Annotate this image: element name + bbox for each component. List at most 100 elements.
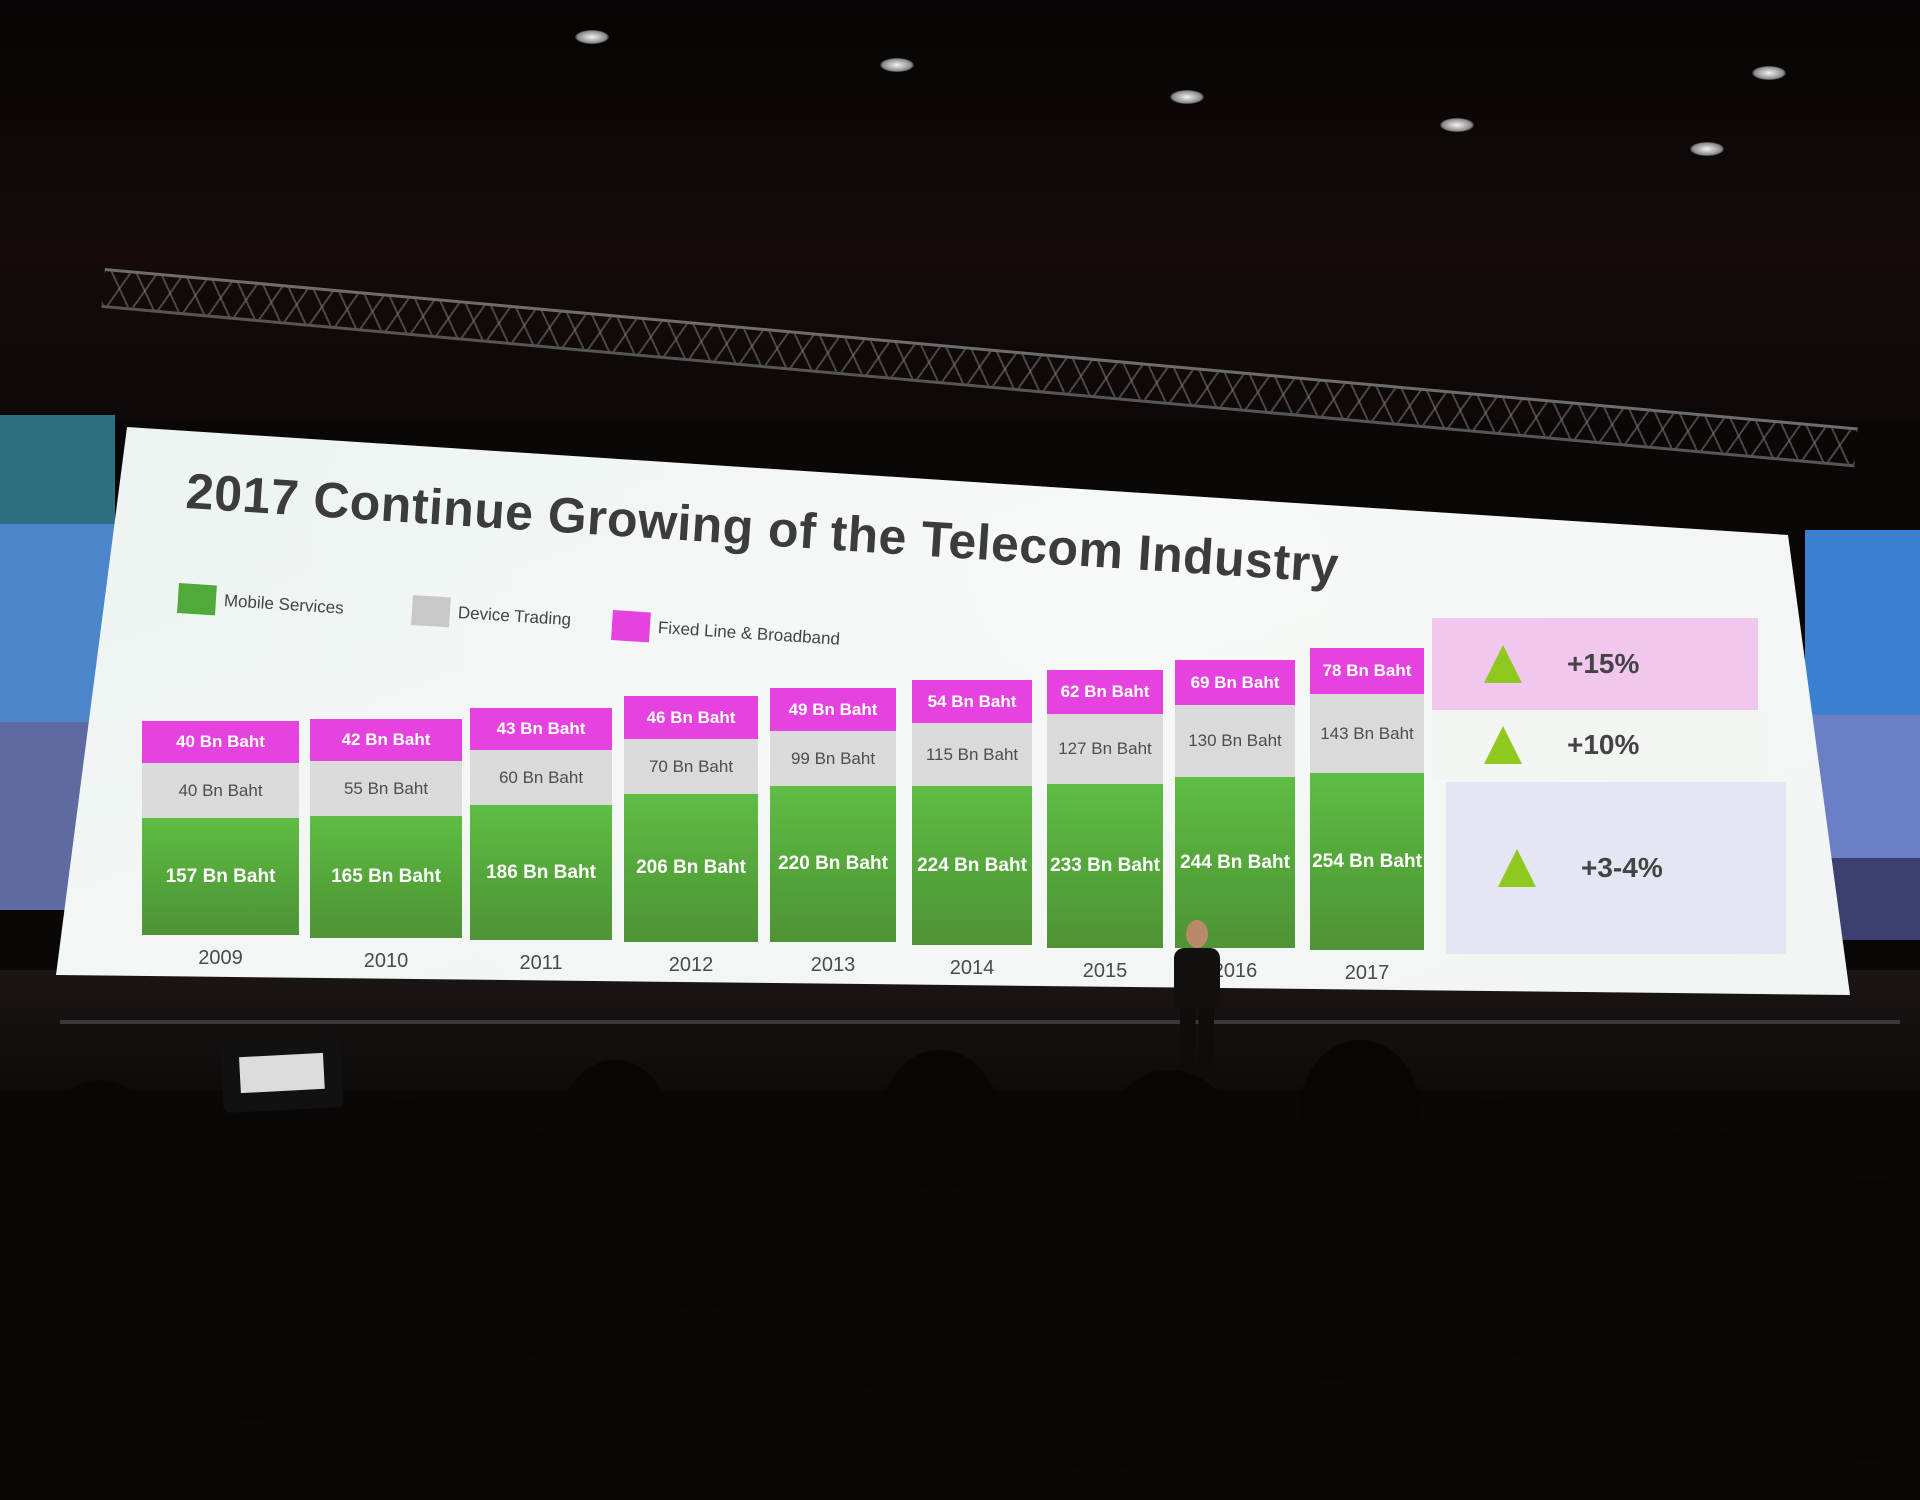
data-label: 78 Bn Baht	[1322, 661, 1412, 680]
ceiling-light	[1752, 66, 1786, 80]
bar-stack-2010: 42 Bn Baht 55 Bn Baht 165 Bn Baht	[310, 719, 462, 938]
bar-mobile-services: 254 Bn Baht	[1310, 773, 1424, 950]
data-label: 220 Bn Baht	[778, 853, 888, 874]
bar-stack-2015: 62 Bn Baht 127 Bn Baht 233 Bn Baht	[1047, 670, 1163, 948]
audience-member	[330, 1100, 480, 1290]
phone-display	[239, 1052, 325, 1094]
data-label: 186 Bn Baht	[486, 861, 596, 883]
data-label: 62 Bn Baht	[1060, 682, 1150, 701]
bar-mobile-services: 206 Bn Baht	[624, 794, 758, 942]
bar-device-trading: 127 Bn Baht	[1047, 714, 1163, 784]
x-tick-label: 2016	[1212, 960, 1258, 982]
audience-phone	[220, 1036, 344, 1114]
data-label: 42 Bn Baht	[341, 730, 431, 749]
bar-device-trading: 40 Bn Baht	[142, 763, 299, 818]
data-label: 165 Bn Baht	[331, 866, 441, 887]
ceiling-light	[880, 58, 914, 72]
x-tick-label: 2013	[810, 954, 856, 976]
up-triangle-icon	[1484, 645, 1522, 683]
data-label: 206 Bn Baht	[636, 857, 746, 878]
audience-member	[560, 1060, 670, 1190]
legend-label: Device Trading	[457, 602, 572, 630]
data-label: 127 Bn Baht	[1058, 739, 1152, 758]
audience-member	[1390, 1100, 1590, 1360]
bar-fixed-line-broadband: 46 Bn Baht	[624, 696, 758, 739]
bar-device-trading: 143 Bn Baht	[1310, 694, 1424, 773]
data-label: 244 Bn Baht	[1180, 851, 1290, 873]
bar-stack-2011: 43 Bn Baht 60 Bn Baht 186 Bn Baht	[470, 708, 612, 940]
bar-fixed-line-broadband: 40 Bn Baht	[142, 721, 299, 763]
legend-swatch	[611, 610, 651, 643]
data-label: 70 Bn Baht	[648, 756, 734, 776]
venue-backdrop	[0, 0, 1920, 1090]
x-tick-label: 2009	[198, 947, 243, 969]
bar-device-trading: 55 Bn Baht	[310, 761, 462, 816]
bar-device-trading: 115 Bn Baht	[912, 723, 1032, 786]
data-label: 54 Bn Baht	[927, 691, 1017, 711]
bar-fixed-line-broadband: 69 Bn Baht	[1175, 660, 1295, 705]
data-label: 224 Bn Baht	[917, 854, 1027, 876]
x-tick-label: 2011	[519, 952, 563, 974]
bar-mobile-services: 244 Bn Baht	[1175, 777, 1295, 948]
bar-mobile-services: 233 Bn Baht	[1047, 784, 1163, 948]
ceiling-light	[1440, 118, 1474, 132]
bar-fixed-line-broadband: 43 Bn Baht	[470, 708, 612, 750]
growth-rate: +15%	[1567, 648, 1640, 679]
data-label: 99 Bn Baht	[790, 748, 876, 768]
bar-mobile-services: 165 Bn Baht	[310, 816, 462, 938]
legend-label: Mobile Services	[223, 590, 345, 618]
bar-stack-2009: 40 Bn Baht 40 Bn Baht 157 Bn Baht	[142, 721, 299, 935]
bar-fixed-line-broadband: 78 Bn Baht	[1310, 648, 1424, 694]
audience-member	[1100, 1070, 1240, 1230]
x-tick-label: 2010	[363, 950, 409, 972]
bar-device-trading: 70 Bn Baht	[624, 739, 758, 794]
legend-swatch	[411, 595, 451, 628]
ceiling-light	[575, 30, 609, 44]
ceiling-light	[1170, 90, 1204, 104]
data-label: 157 Bn Baht	[165, 865, 276, 887]
bar-device-trading: 99 Bn Baht	[770, 731, 896, 786]
bar-device-trading: 60 Bn Baht	[470, 750, 612, 805]
bar-device-trading: 130 Bn Baht	[1175, 705, 1295, 777]
x-tick-label: 2015	[1082, 960, 1128, 982]
bar-stack-2017: 78 Bn Baht 143 Bn Baht 254 Bn Baht	[1310, 648, 1424, 950]
data-label: 143 Bn Baht	[1320, 723, 1414, 743]
presenter	[1168, 920, 1226, 1100]
audience-member	[150, 1160, 350, 1420]
bar-stack-2012: 46 Bn Baht 70 Bn Baht 206 Bn Baht	[624, 696, 758, 942]
audience-member	[880, 1050, 1000, 1190]
up-triangle-icon	[1484, 726, 1522, 764]
data-label: 40 Bn Baht	[176, 732, 265, 751]
presenter-head	[1186, 920, 1208, 948]
legend-swatch	[177, 583, 217, 616]
data-label: 40 Bn Baht	[178, 780, 263, 800]
growth-rate: +3-4%	[1581, 852, 1663, 883]
bar-fixed-line-broadband: 62 Bn Baht	[1047, 670, 1163, 714]
bar-mobile-services: 157 Bn Baht	[142, 818, 299, 935]
growth-box: +3-4%	[1446, 782, 1786, 954]
audience-member	[760, 1150, 940, 1390]
bar-mobile-services: 220 Bn Baht	[770, 786, 896, 942]
data-label: 254 Bn Baht	[1312, 850, 1422, 872]
bar-fixed-line-broadband: 49 Bn Baht	[770, 688, 896, 731]
bar-fixed-line-broadband: 54 Bn Baht	[912, 680, 1032, 723]
data-label: 69 Bn Baht	[1190, 672, 1280, 692]
data-label: 49 Bn Baht	[788, 699, 878, 719]
data-label: 130 Bn Baht	[1188, 731, 1282, 750]
audience-member	[40, 1080, 160, 1220]
data-label: 43 Bn Baht	[496, 719, 586, 738]
data-label: 55 Bn Baht	[343, 778, 429, 798]
bar-stack-2016: 69 Bn Baht 130 Bn Baht 244 Bn Baht	[1175, 660, 1295, 948]
audience-member	[1240, 1160, 1420, 1380]
growth-rate: +10%	[1567, 729, 1640, 760]
data-label: 233 Bn Baht	[1050, 855, 1160, 876]
x-tick-label: 2014	[949, 957, 995, 979]
growth-box: +15%	[1432, 618, 1758, 710]
stage-rail	[60, 1020, 1900, 1024]
data-label: 115 Bn Baht	[925, 744, 1019, 764]
up-triangle-icon	[1498, 849, 1536, 887]
bar-stack-2014: 54 Bn Baht 115 Bn Baht 224 Bn Baht	[912, 680, 1032, 945]
bar-stack-2013: 49 Bn Baht 99 Bn Baht 220 Bn Baht	[770, 688, 896, 942]
bar-fixed-line-broadband: 42 Bn Baht	[310, 719, 462, 761]
x-tick-label: 2012	[668, 954, 714, 976]
